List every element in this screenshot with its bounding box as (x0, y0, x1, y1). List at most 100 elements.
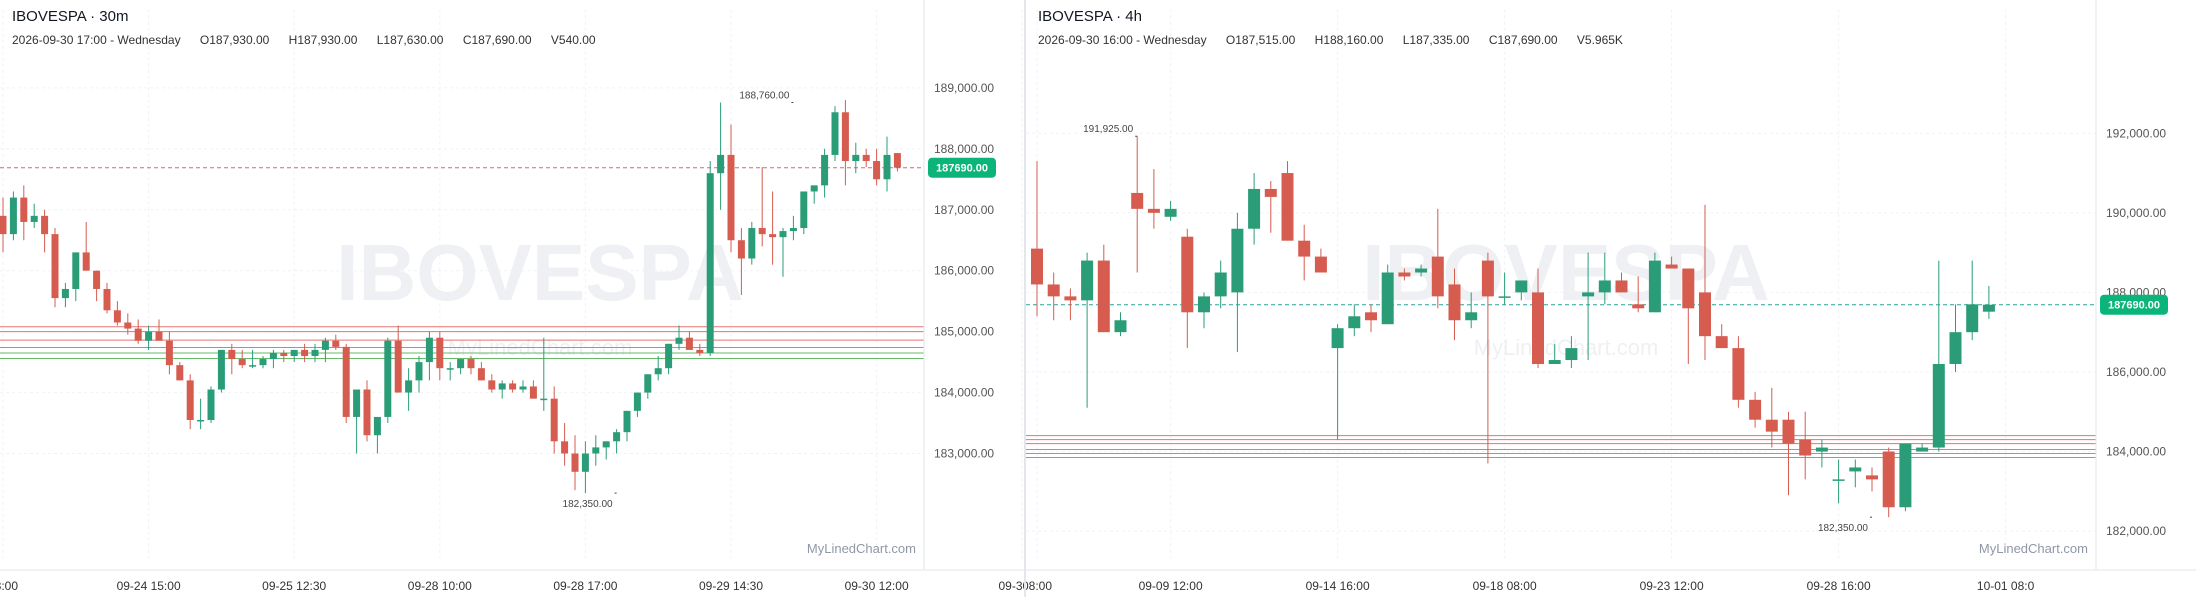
x-axis-tick-label: 09-28 10:00 (408, 579, 472, 593)
candle-body-down (1431, 256, 1444, 297)
bar-close: C187,690.00 (462, 33, 532, 47)
candle-body-down (1749, 399, 1762, 420)
candle-body-down (685, 337, 693, 350)
current-price-badge (928, 157, 996, 178)
candle-body-up (821, 154, 829, 186)
candle-body-down (342, 346, 350, 417)
y-axis-tick-label: 188,000.00 (934, 142, 994, 156)
candle-body-down (363, 389, 371, 436)
candle-body-down (113, 310, 121, 323)
candle-body-up (613, 432, 621, 442)
candle-body-down (1665, 264, 1678, 269)
y-axis-tick-label: 189,000.00 (934, 81, 994, 95)
current-price-badge (2100, 294, 2168, 315)
candle-body-up (1214, 272, 1227, 297)
candle-body-up (1381, 272, 1394, 325)
chart-header-30m: IBOVESPA · 30m 2026-09-30 17:00 - Wednes… (12, 8, 612, 47)
panel-divider[interactable] (1024, 0, 1026, 597)
x-axis-tick-label: 09-28 16:00 (1807, 579, 1871, 593)
bar-high: H187,930.00 (288, 33, 358, 47)
x-axis-tick-label: 09-18 08:00 (1473, 579, 1537, 593)
candle-body-down (1866, 475, 1878, 480)
candle-body-up (519, 386, 527, 390)
chart-title: IBOVESPA · 30m (12, 8, 129, 25)
candle-body-down (20, 197, 28, 222)
candle-body-down (1732, 348, 1745, 400)
candle-body-down (155, 331, 163, 341)
bar-close: C187,690.00 (1488, 33, 1558, 47)
candle-body-up (61, 288, 69, 299)
candle-body-up (207, 389, 215, 420)
candle-body-up (1982, 304, 1995, 312)
candle-body-down (529, 386, 537, 399)
candle-body-down (550, 398, 558, 442)
candle-body-down (0, 215, 7, 235)
candle-body-down (436, 337, 444, 369)
candle-body-up (1966, 304, 1979, 333)
candle-body-down (1532, 292, 1544, 365)
candle-body-down (51, 234, 59, 299)
bar-volume: V540.00 (550, 33, 596, 47)
candle-body-down (1448, 284, 1461, 321)
candle-body-down (1715, 336, 1728, 349)
candle-body-up (72, 252, 80, 289)
candle-body-down (1031, 248, 1043, 285)
candle-body-up (1348, 316, 1361, 329)
candle-body-down (301, 349, 309, 357)
candlestick-chart-4h[interactable]: IBOVESPAMyLinedChart.comMyLinedChart.com… (1026, 0, 2196, 597)
candle-body-up (1515, 280, 1528, 293)
candle-body-down (165, 340, 173, 366)
bar-low: L187,630.00 (376, 33, 444, 47)
x-axis-tick-label: 09-09 12:00 (1139, 579, 1203, 593)
candle-body-up (30, 215, 38, 222)
candle-body-down (134, 328, 142, 341)
candle-body-down (1365, 312, 1377, 321)
y-axis-tick-label: 183,000.00 (934, 447, 994, 461)
bar-high: H188,160.00 (1314, 33, 1384, 47)
candle-body-up (1248, 188, 1261, 229)
bar-date: 2026-09-30 17:00 - Wednesday (12, 33, 181, 47)
candle-body-down (1314, 256, 1327, 273)
candle-body-up (1465, 312, 1478, 321)
candle-body-up (789, 228, 797, 232)
candle-body-up (373, 416, 381, 436)
candle-body-up (1582, 292, 1595, 297)
candle-body-down (1782, 419, 1795, 444)
candle-body-down (228, 349, 236, 360)
candle-body-down (1699, 292, 1711, 337)
candle-body-up (1832, 479, 1845, 481)
candle-body-up (1648, 260, 1661, 313)
candle-body-down (841, 112, 849, 162)
candle-body-down (1398, 272, 1411, 277)
candle-body-down (41, 215, 49, 235)
y-axis-tick-label: 186,000.00 (934, 264, 994, 278)
chart-title: IBOVESPA · 4h (1038, 8, 1142, 25)
candle-body-up (883, 154, 891, 180)
candle-body-down (1615, 280, 1628, 293)
candlestick-chart-30m[interactable]: IBOVESPAMyLinedChart.comMyLinedChart.com… (0, 0, 1024, 597)
candle-body-up (581, 453, 589, 472)
candle-body-down (1131, 192, 1144, 209)
candle-body-up (1548, 360, 1561, 365)
chart-panel-4h[interactable]: IBOVESPA MyLinedChart.com MyLinedChart.com… (1026, 0, 2196, 597)
candle-body-down (873, 161, 881, 180)
candle-body-up (1849, 467, 1862, 472)
x-axis-tick-label: 09-14 16:00 (1306, 579, 1370, 593)
chart-header-4h: IBOVESPA · 4h 2026-09-30 16:00 - Wednesd… (1038, 8, 1639, 47)
bar-date: 2026-09-30 16:00 - Wednesday (1038, 33, 1207, 47)
candle-body-down (862, 154, 870, 162)
candle-body-up (717, 154, 725, 174)
candle-body-down (1799, 439, 1812, 456)
candle-body-down (238, 359, 246, 366)
bar-volume: V5.965K (1576, 33, 1623, 47)
candle-body-up (1916, 447, 1929, 452)
candle-body-down (1264, 188, 1277, 197)
candle-body-up (1498, 296, 1511, 298)
chart-panel-30m[interactable]: IBOVESPA MyLinedChart.com MyLinedChart.com… (0, 0, 1024, 597)
candle-body-down (737, 240, 745, 259)
candle-body-down (1147, 208, 1160, 213)
candle-body-up (1081, 260, 1094, 301)
candle-body-up (1899, 443, 1912, 508)
candle-body-down (769, 234, 777, 238)
brand-label: MyLinedChart.com (807, 541, 916, 556)
